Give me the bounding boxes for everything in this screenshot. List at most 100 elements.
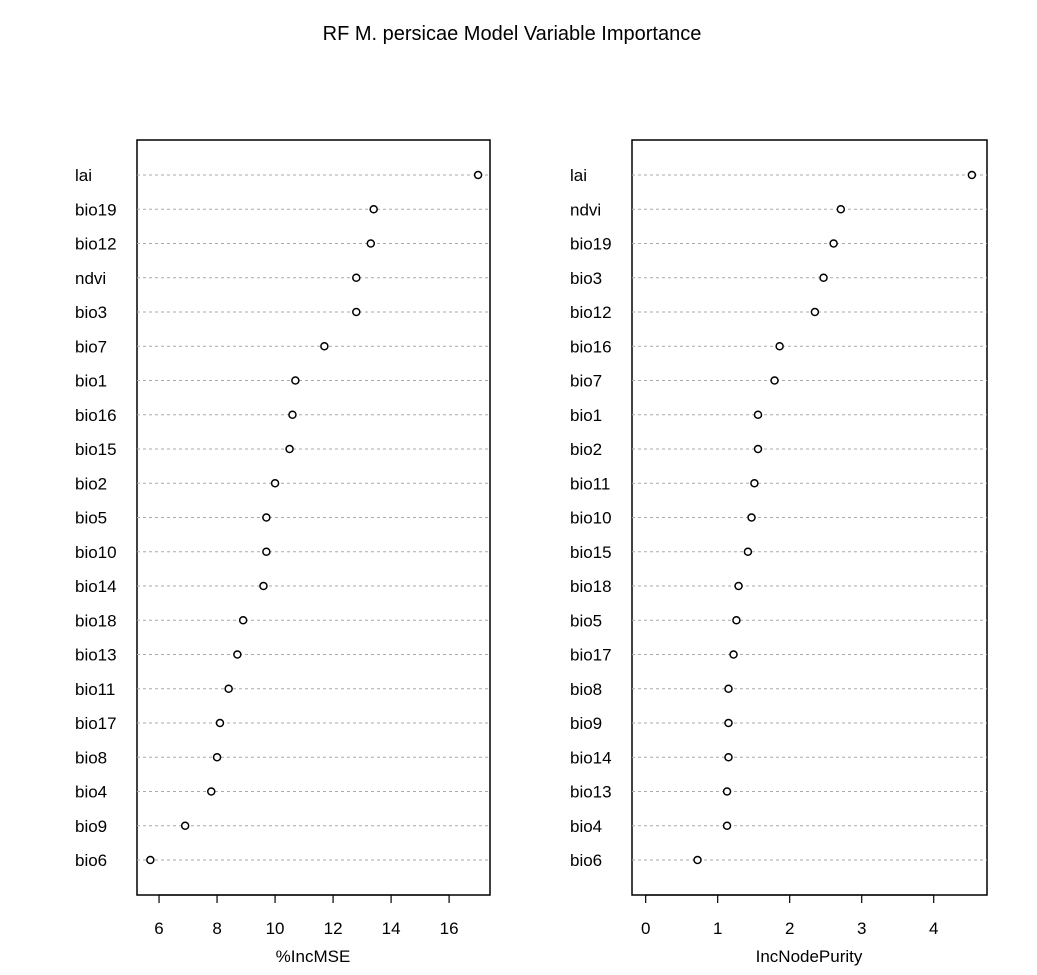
data-point: [836, 205, 846, 214]
data-point: [352, 273, 361, 282]
category-label: bio19: [75, 200, 117, 219]
data-point: [270, 479, 280, 488]
data-point: [207, 787, 216, 796]
category-label: bio1: [75, 372, 107, 391]
x-tick-label: 0: [641, 919, 650, 938]
category-label: bio11: [570, 474, 610, 493]
category-label: bio3: [570, 269, 602, 288]
category-label: bio8: [570, 680, 602, 699]
data-point: [212, 753, 222, 762]
x-tick-label: 8: [212, 919, 221, 938]
category-label: bio10: [75, 543, 117, 562]
x-tick-label: 10: [266, 919, 285, 938]
x-tick-label: 14: [382, 919, 401, 938]
data-point: [259, 581, 268, 591]
category-label: bio14: [570, 748, 612, 767]
data-point: [770, 376, 779, 385]
data-point: [180, 821, 190, 830]
data-point: [146, 855, 155, 865]
panel-incmse: %IncMSE lai bio19 bio12 ndvi bio3 bio7 bio1 bio…: [75, 139, 491, 966]
x-tick-label: 3: [857, 919, 866, 938]
x-tick-label: 2: [785, 919, 794, 938]
x-tick-label: 12: [324, 919, 343, 938]
data-point: [724, 753, 733, 762]
data-point: [819, 273, 828, 282]
category-label: bio9: [570, 714, 602, 733]
data-point: [747, 513, 756, 522]
category-label: bio4: [570, 817, 602, 836]
category-label: ndvi: [570, 200, 601, 219]
panel-incnodepurity: IncNodePurity laindvibio19bio3bio12bio16…: [570, 139, 988, 966]
category-label: bio19: [570, 235, 612, 254]
data-point: [288, 410, 297, 419]
data-point: [743, 547, 753, 556]
x-tick-label: 16: [440, 919, 459, 938]
chart-title: RF M. persicae Model Variable Importance: [323, 23, 702, 45]
category-label: bio18: [75, 611, 117, 630]
category-label: bio2: [570, 440, 602, 459]
data-point: [233, 650, 242, 659]
data-point: [729, 650, 738, 659]
x-tick-label: 4: [929, 919, 938, 938]
x-axis-label: %IncMSE: [276, 947, 351, 966]
x-axis-label: IncNodePurity: [756, 947, 863, 966]
category-label: bio2: [75, 474, 107, 493]
category-label: bio6: [75, 851, 107, 870]
category-label: lai: [75, 166, 92, 185]
data-point: [215, 718, 225, 728]
data-point: [732, 616, 741, 625]
category-label: lai: [570, 166, 587, 185]
category-label: bio13: [570, 783, 612, 802]
category-label: bio6: [570, 851, 602, 870]
category-label: bio16: [75, 406, 117, 425]
data-point: [967, 170, 977, 180]
data-point: [320, 342, 329, 351]
category-label: bio12: [570, 303, 612, 322]
data-point: [734, 581, 743, 591]
data-point: [262, 547, 271, 556]
category-label: bio15: [570, 543, 612, 562]
data-point: [753, 444, 763, 454]
data-point: [775, 342, 784, 351]
data-point: [810, 307, 820, 317]
data-point: [693, 855, 702, 865]
category-label: bio15: [75, 440, 117, 459]
data-point: [352, 307, 361, 317]
x-tick-label: 6: [154, 919, 163, 938]
category-label: bio18: [570, 577, 612, 596]
category-label: bio5: [570, 611, 602, 630]
data-point: [724, 684, 733, 693]
data-point: [473, 170, 483, 180]
category-label: bio10: [570, 509, 612, 528]
category-label: bio5: [75, 509, 107, 528]
category-label: bio17: [570, 646, 612, 665]
x-tick-label: 1: [713, 919, 722, 938]
data-point: [750, 479, 759, 488]
data-point: [722, 787, 732, 796]
category-label: bio11: [75, 680, 115, 699]
data-point: [753, 410, 763, 419]
category-label: bio14: [75, 577, 117, 596]
category-label: bio12: [75, 235, 117, 254]
category-label: bio13: [75, 646, 117, 665]
category-label: bio4: [75, 783, 107, 802]
data-point: [238, 616, 248, 625]
data-point: [829, 239, 838, 248]
data-point: [369, 205, 378, 214]
category-label: ndvi: [75, 269, 106, 288]
data-point: [722, 821, 732, 830]
category-label: bio16: [570, 337, 612, 356]
category-label: bio9: [75, 817, 107, 836]
category-label: bio17: [75, 714, 117, 733]
category-label: bio1: [570, 406, 602, 425]
data-point: [262, 513, 271, 522]
data-point: [291, 376, 300, 385]
category-label: bio7: [570, 372, 602, 391]
data-point: [285, 444, 294, 454]
data-point: [724, 718, 733, 728]
category-label: bio8: [75, 748, 107, 767]
category-label: bio7: [75, 337, 107, 356]
category-label: bio3: [75, 303, 107, 322]
data-point: [366, 239, 376, 248]
